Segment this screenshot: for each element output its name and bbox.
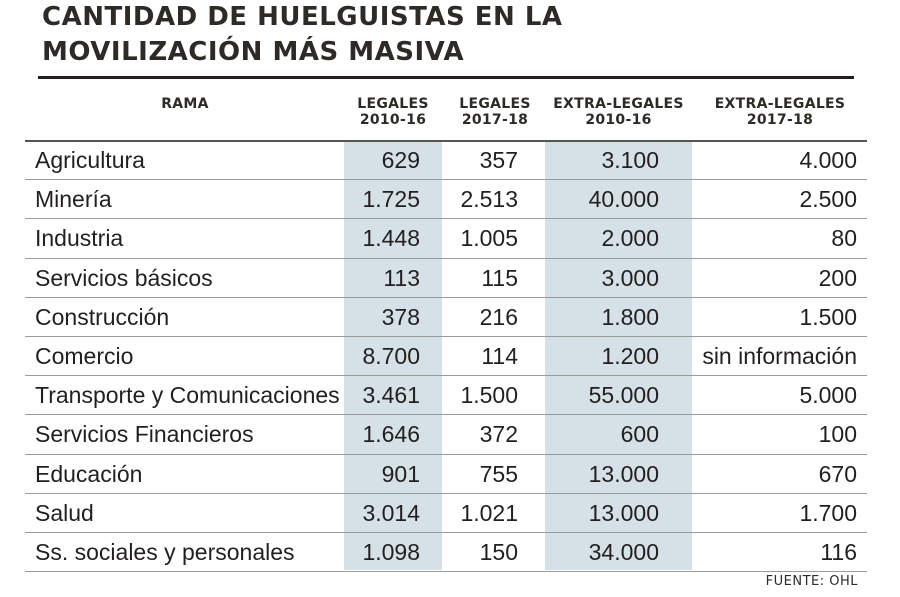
value-cell: 1.500 [799,303,857,330]
value-cell: 80 [831,225,857,252]
value-cell: 1.005 [460,225,518,252]
value-cell: 200 [818,264,857,291]
rama-label: Agricultura [35,147,145,173]
value-cell: 372 [479,421,518,448]
value-cell: 629 [381,147,420,173]
row-divider [25,492,867,494]
row-divider [25,218,867,220]
value-cell: 1.448 [362,225,420,252]
row-divider [25,571,867,573]
value-cell: 3.461 [362,382,420,409]
value-cell: 4.000 [799,147,857,173]
row-divider [25,453,867,455]
value-cell: 1.725 [362,186,420,213]
value-cell: 1.700 [799,499,857,526]
value-cell: 1.098 [362,539,420,565]
column-header-legales-2010-16: LEGALES 2010-16 [357,96,429,128]
rama-label: Servicios Financieros [35,421,254,448]
row-divider [25,375,867,377]
rama-label: Construcción [35,303,170,330]
value-cell: 1.500 [460,382,518,409]
value-cell: 8.700 [362,343,420,369]
value-cell: 5.000 [799,382,857,409]
value-cell: 378 [381,303,420,330]
chart-title: CANTIDAD DE HUELGUISTAS EN LA MOVILIZACI… [42,0,862,70]
column-header-extralegales-2010-16: EXTRA-LEGALES 2010-16 [553,96,684,128]
row-divider [25,179,867,181]
value-cell: 113 [383,264,420,291]
value-cell: 1.200 [601,343,659,369]
value-cell: 40.000 [588,186,659,213]
chart-title-line-1: CANTIDAD DE HUELGUISTAS EN LA [42,2,563,32]
value-cell: 216 [479,303,518,330]
value-cell: 13.000 [588,499,659,526]
value-cell: 55.000 [588,382,659,409]
title-rule [38,76,854,79]
value-cell: 2.513 [460,186,518,213]
value-cell: 114 [481,343,518,369]
value-cell: 2.500 [799,186,857,213]
row-divider [25,257,867,259]
source-note: FUENTE: OHL [765,574,858,589]
rama-label: Salud [35,499,94,526]
value-cell: sin información [702,343,857,369]
value-cell: 755 [479,460,518,487]
table-top-rule [25,140,867,142]
rama-label: Comercio [35,343,134,369]
value-cell: 2.000 [601,225,659,252]
value-cell: 1.800 [601,303,659,330]
value-cell: 3.100 [601,147,659,173]
column-header-rama: RAMA [161,96,209,112]
column-header-legales-2017-18: LEGALES 2017-18 [459,96,531,128]
row-divider [25,414,867,416]
highlight-band-legales-2010-16 [344,140,442,570]
value-cell: 34.000 [588,539,659,565]
value-cell: 600 [620,421,659,448]
rama-label: Transporte y Comunicaciones [35,382,340,409]
value-cell: 1.646 [362,421,420,448]
column-header-extralegales-2017-18: EXTRA-LEGALES 2017-18 [714,96,846,128]
value-cell: 1.021 [460,499,518,526]
row-divider [25,532,867,533]
rama-label: Industria [35,225,124,252]
rama-label: Ss. sociales y personales [35,539,295,565]
value-cell: 3.014 [362,499,420,526]
value-cell: 670 [818,460,857,487]
value-cell: 100 [818,421,857,448]
chart-title-line-2: MOVILIZACIÓN MÁS MASIVA [42,37,465,67]
row-divider [25,336,867,337]
value-cell: 357 [479,147,518,173]
value-cell: 901 [381,460,420,487]
value-cell: 3.000 [601,264,659,291]
row-divider [25,296,867,298]
value-cell: 116 [820,539,857,565]
rama-label: Servicios básicos [35,264,213,291]
value-cell: 115 [481,264,518,291]
rama-label: Minería [35,186,112,213]
value-cell: 13.000 [588,460,659,487]
rama-label: Educación [35,460,143,487]
value-cell: 150 [479,539,518,565]
highlight-band-extralegales-2010-16 [545,140,692,570]
